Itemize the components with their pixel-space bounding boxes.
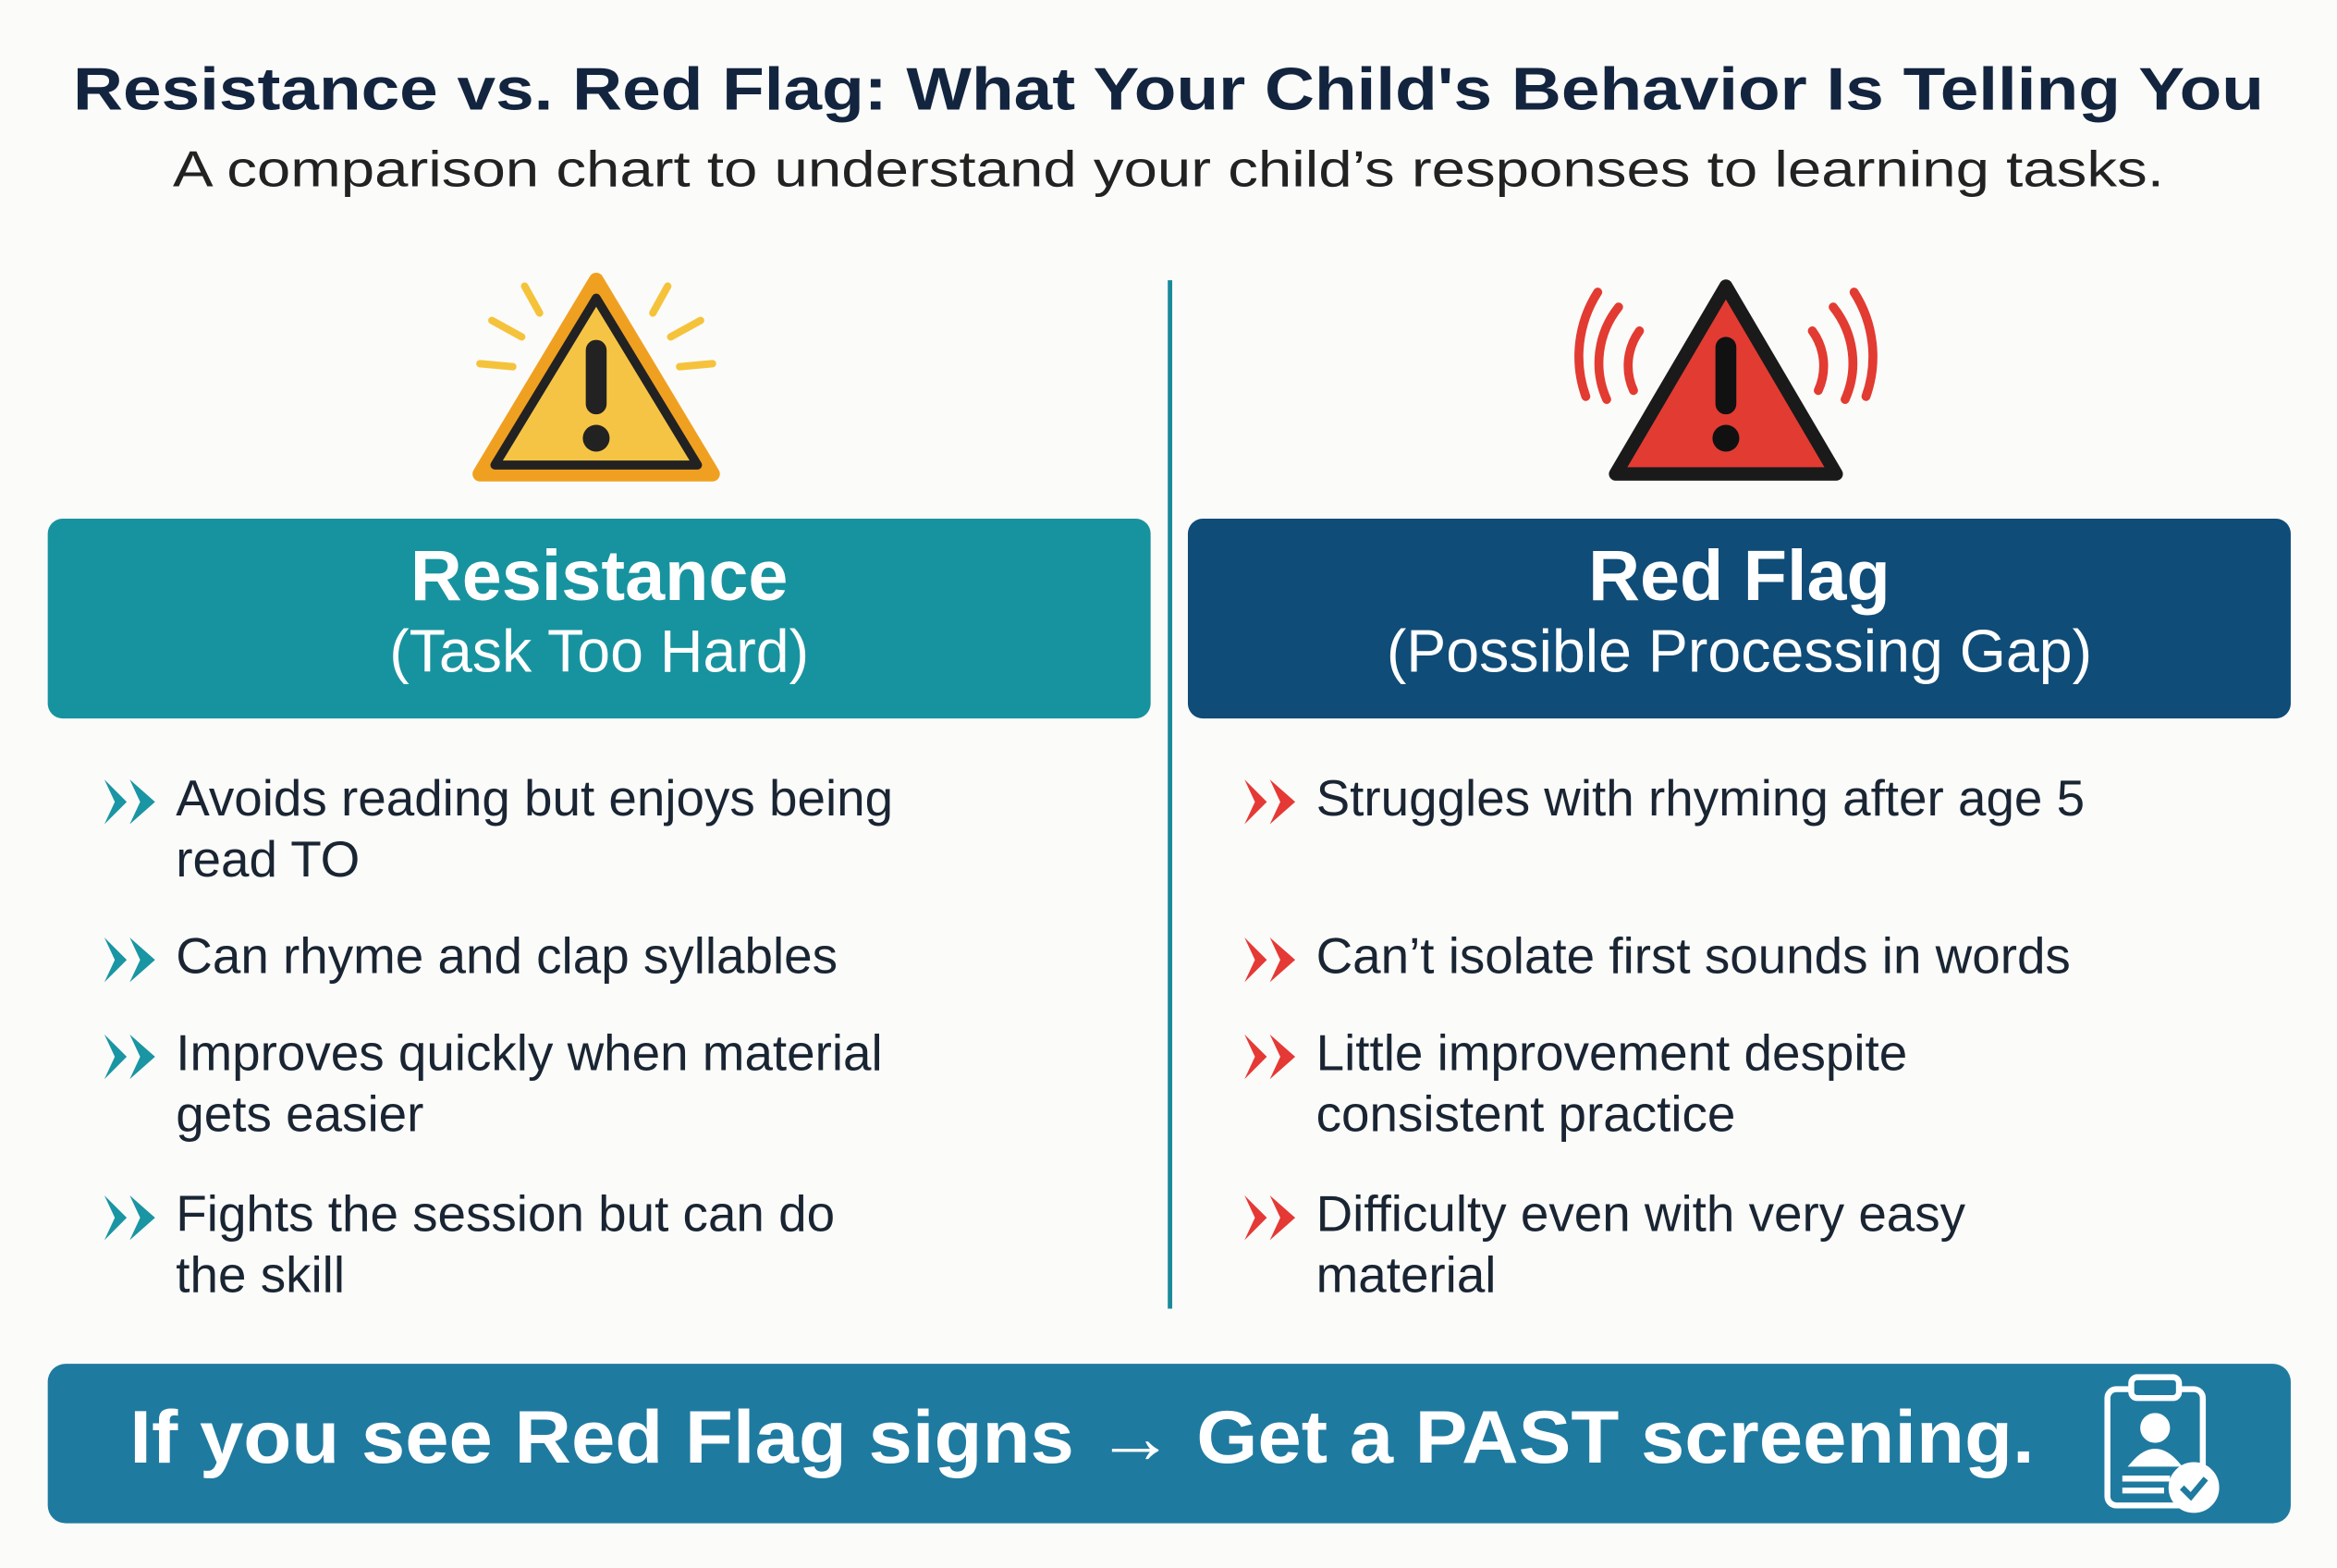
column-title: Red Flag bbox=[1588, 536, 1890, 616]
list-item: consistent practice bbox=[1316, 1085, 1736, 1143]
bullet-chevron bbox=[104, 1194, 155, 1241]
footer-text: If you see Red Flag signs → Get a PAST s… bbox=[129, 1396, 2034, 1479]
list-item: Improves quickly when material bbox=[176, 1024, 882, 1082]
list-item: Struggles with rhyming after age 5 bbox=[1316, 769, 2086, 827]
column-header-box bbox=[1187, 519, 2291, 719]
list-item: Avoids reading but enjoys being bbox=[176, 769, 893, 827]
column-subtitle: (Task Too Hard) bbox=[389, 618, 809, 684]
list-item: Fights the session but can do bbox=[176, 1185, 835, 1243]
clipboard-icon bbox=[2104, 1374, 2220, 1513]
list-item: gets easier bbox=[176, 1085, 423, 1143]
list-item: Can’t isolate first sounds in words bbox=[1316, 927, 2071, 985]
footer-box bbox=[47, 1364, 2291, 1524]
subtitle: A comparison chart to understand your ch… bbox=[173, 140, 2164, 197]
bullet-chevron bbox=[1244, 779, 1296, 825]
bullet-chevron bbox=[104, 779, 155, 825]
list-item: read TO bbox=[176, 830, 360, 888]
bullet-chevron bbox=[1244, 937, 1296, 983]
list-item: Can rhyme and clap syllables bbox=[176, 927, 838, 985]
warning-icon bbox=[472, 273, 720, 482]
column-subtitle: (Possible Processing Gap) bbox=[1387, 618, 2092, 684]
bullet-chevron bbox=[1244, 1194, 1296, 1241]
list-item: material bbox=[1316, 1246, 1497, 1304]
column-title: Resistance bbox=[410, 536, 789, 616]
list-item: Little improvement despite bbox=[1316, 1024, 1908, 1082]
title: Resistance vs. Red Flag: What Your Child… bbox=[73, 56, 2264, 123]
column-header-box bbox=[47, 519, 1151, 719]
list-item: the skill bbox=[176, 1246, 345, 1304]
alarm-icon bbox=[1574, 279, 1878, 481]
bullet-chevron bbox=[104, 937, 155, 983]
list-item: Difficulty even with very easy bbox=[1316, 1185, 1966, 1243]
